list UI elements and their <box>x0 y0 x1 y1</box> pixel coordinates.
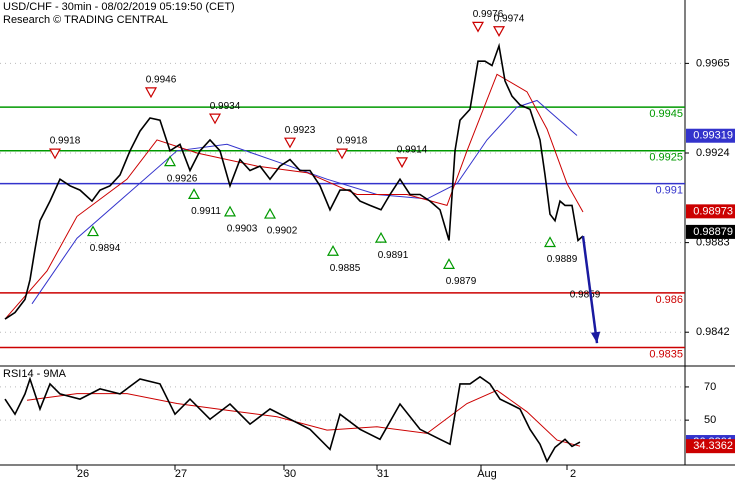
last-value-label: 0.98973 <box>693 205 733 217</box>
low-label: 0.9902 <box>267 226 298 237</box>
high-label: 0.9934 <box>210 101 241 112</box>
high-marker <box>335 148 349 160</box>
last-value-box <box>686 128 735 143</box>
last-value-box <box>686 439 735 454</box>
y-tick-label: 0.9965 <box>696 57 730 69</box>
low-marker <box>543 236 557 248</box>
high-marker <box>283 137 297 149</box>
high-label: 0.9974 <box>494 13 525 24</box>
y-tick-label: 70 <box>704 381 716 393</box>
low-label: 0.9885 <box>330 263 361 274</box>
series-line <box>4 73 584 320</box>
low-label: 0.9911 <box>191 206 221 217</box>
low-marker <box>163 155 177 167</box>
low-label: 0.9926 <box>167 173 198 184</box>
low-label: 0.9879 <box>446 276 477 287</box>
x-tick-label: 26 <box>77 468 89 480</box>
high-label: 0.9918 <box>337 136 368 147</box>
low-marker <box>326 244 340 256</box>
high-marker <box>208 113 222 125</box>
low-marker <box>187 188 201 200</box>
high-marker <box>395 157 409 169</box>
x-tick-label: 31 <box>377 468 389 480</box>
y-tick-label: 50 <box>704 414 716 426</box>
projection-arrow <box>581 235 599 344</box>
level-label: 0.9835 <box>649 348 683 360</box>
level-label: 0.991 <box>655 184 683 196</box>
high-label: 0.9918 <box>50 136 81 147</box>
high-marker <box>48 148 62 160</box>
projection-arrowhead <box>590 331 601 344</box>
low-marker <box>86 225 100 237</box>
low-label: 0.9894 <box>90 243 121 254</box>
low-label: 0.9889 <box>547 254 578 265</box>
chart-title: USD/CHF - 30min - 08/02/2019 05:19:50 (C… <box>3 1 235 13</box>
x-tick-label: 30 <box>284 468 296 480</box>
high-label: 0.9976 <box>473 9 504 20</box>
level-label: 0.9925 <box>649 152 683 164</box>
last-value-box <box>686 224 735 239</box>
high-label: 0.9946 <box>146 75 177 86</box>
low-label: 0.9903 <box>227 224 258 235</box>
y-tick-label: 0.9883 <box>696 237 730 249</box>
high-label: 0.9923 <box>285 125 316 136</box>
last-value-box <box>686 204 735 219</box>
x-tick-label: 27 <box>175 468 187 480</box>
high-marker <box>471 21 485 33</box>
low-marker <box>263 207 277 219</box>
high-marker <box>144 87 158 99</box>
y-tick-label: 0.9924 <box>696 147 730 159</box>
last-value-label: 0.99319 <box>693 130 733 142</box>
y-tick-label: 0.9842 <box>696 326 730 338</box>
low-marker <box>223 205 237 217</box>
series-line <box>4 375 581 464</box>
x-tick-label: 2 <box>570 468 576 480</box>
level-label: 0.9945 <box>649 108 683 120</box>
high-marker <box>492 26 506 37</box>
high-label: 0.9914 <box>397 144 428 155</box>
level-label: 0.986 <box>655 294 683 306</box>
chart-subtitle: Research © TRADING CENTRAL <box>3 14 168 26</box>
last-value-label: 34.3362 <box>693 440 733 452</box>
low-label: 0.9891 <box>378 250 409 261</box>
target-label: 0.9859 <box>570 290 601 301</box>
low-marker <box>374 231 388 243</box>
last-value-label: 0.98879 <box>693 226 733 238</box>
x-tick-label: Aug <box>477 468 497 480</box>
series-line <box>4 42 584 320</box>
series-line <box>26 389 581 447</box>
low-marker <box>442 258 456 269</box>
rsi-title: RSI14 - 9MA <box>3 368 67 380</box>
